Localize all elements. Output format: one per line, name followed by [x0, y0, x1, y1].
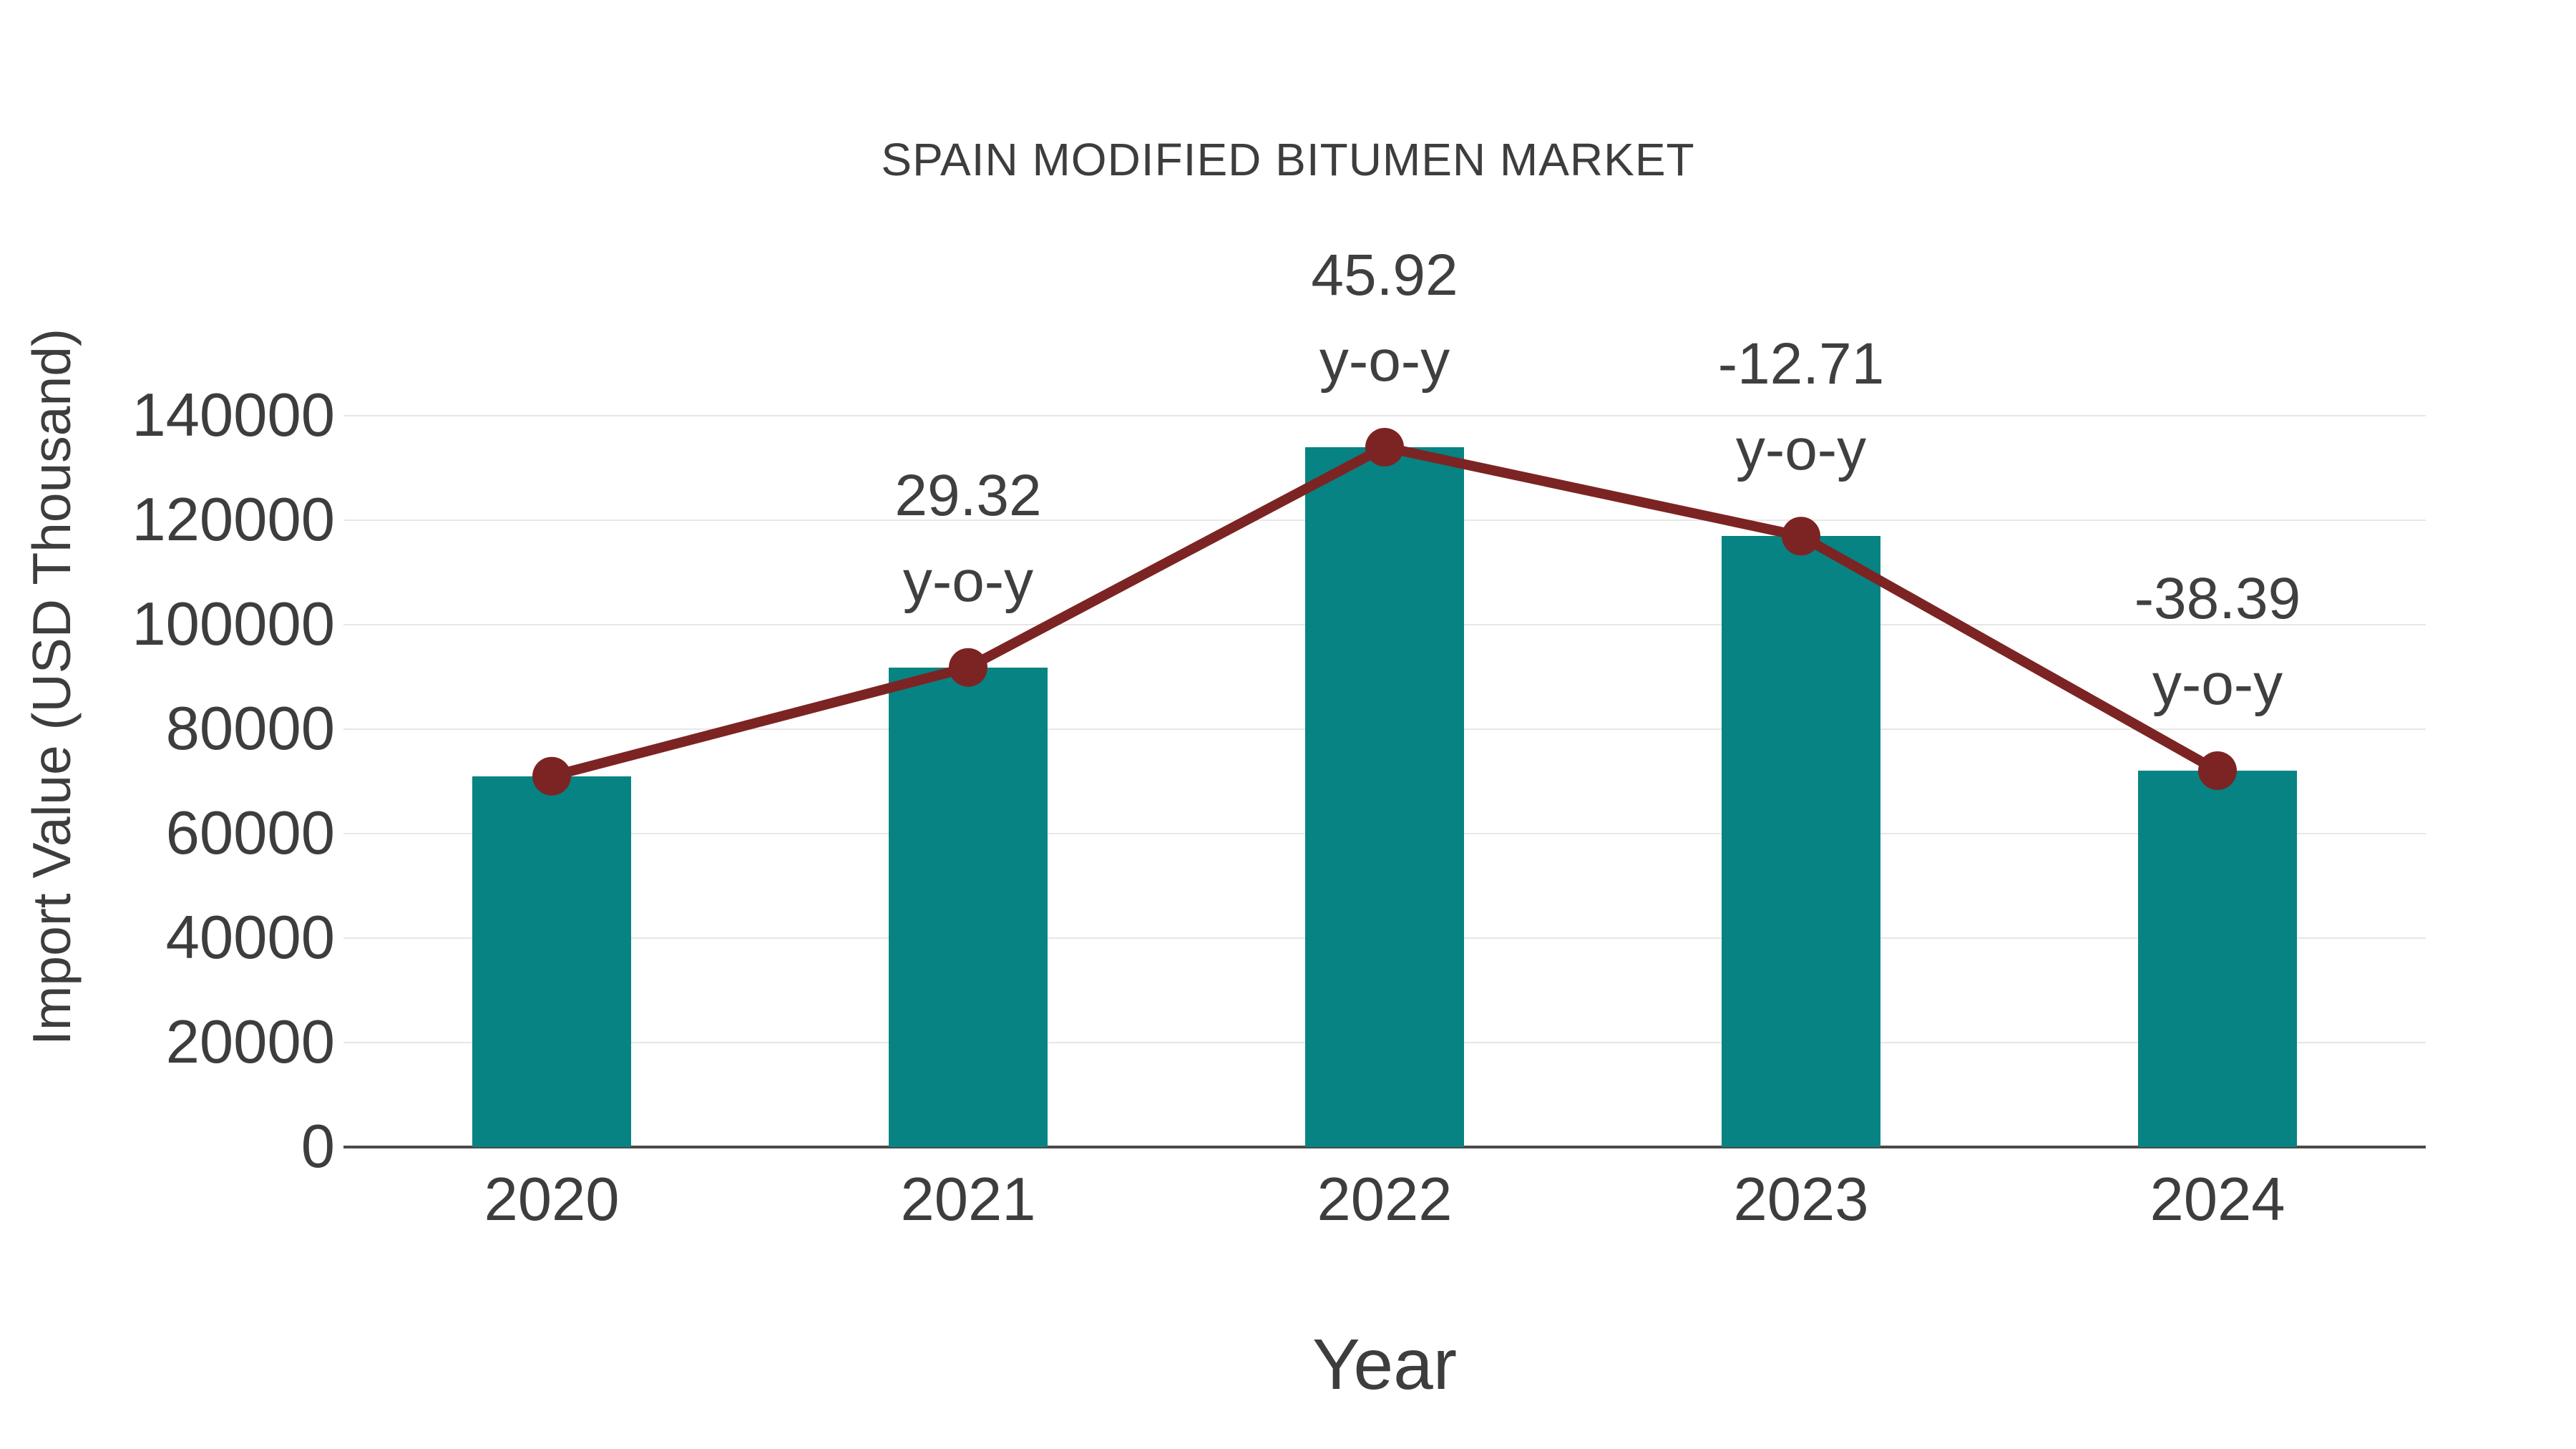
bar-2022 — [1305, 447, 1464, 1147]
yoy-unit-2024: y-o-y — [2152, 652, 2283, 717]
x-tick-label-2022: 2022 — [1317, 1166, 1453, 1234]
x-tick-label-2024: 2024 — [2150, 1166, 2285, 1234]
yoy-value-2021: 29.32 — [894, 462, 1042, 528]
yoy-value-2024: -38.39 — [2134, 566, 2301, 631]
x-axis-line — [343, 1146, 2426, 1148]
data-point-marker-2023 — [1782, 517, 1820, 556]
yoy-annotation-2023: -12.71 y-o-y — [1579, 321, 2023, 493]
data-point-marker-2022 — [1365, 427, 1404, 467]
yoy-unit-2021: y-o-y — [902, 548, 1034, 614]
bar-2020 — [472, 776, 631, 1147]
bar-2023 — [1722, 536, 1880, 1147]
yoy-unit-2022: y-o-y — [1319, 328, 1450, 394]
x-tick-label-2023: 2023 — [1733, 1166, 1869, 1234]
y-tick-label-60000: 60000 — [165, 799, 335, 867]
yoy-value-2023: -12.71 — [1717, 331, 1885, 397]
y-tick-label-80000: 80000 — [165, 695, 335, 763]
y-tick-label-120000: 120000 — [132, 486, 335, 554]
gridline-140000 — [343, 415, 2426, 416]
x-tick-label-2021: 2021 — [900, 1166, 1036, 1234]
y-tick-label-140000: 140000 — [132, 381, 335, 449]
data-point-marker-2024 — [2198, 751, 2237, 791]
data-point-marker-2020 — [532, 756, 571, 796]
y-tick-label-40000: 40000 — [165, 904, 335, 972]
bar-2024 — [2138, 771, 2297, 1147]
y-tick-label-100000: 100000 — [132, 590, 335, 658]
bar-2021 — [889, 667, 1048, 1147]
x-tick-label-2020: 2020 — [484, 1166, 620, 1234]
yoy-unit-2023: y-o-y — [1735, 417, 1867, 483]
yoy-annotation-2024: -38.39 y-o-y — [1996, 556, 2439, 728]
chart-title: SPAIN MODIFIED BITUMEN MARKET — [881, 134, 1695, 185]
x-axis-title: Year — [1312, 1324, 1458, 1405]
y-tick-label-20000: 20000 — [165, 1008, 335, 1076]
data-point-marker-2021 — [949, 648, 987, 687]
yoy-annotation-2021: 29.32 y-o-y — [746, 453, 1190, 625]
yoy-annotation-2022: 45.92 y-o-y — [1163, 233, 1606, 404]
y-tick-label-0: 0 — [301, 1113, 335, 1181]
yoy-value-2022: 45.92 — [1311, 242, 1458, 308]
